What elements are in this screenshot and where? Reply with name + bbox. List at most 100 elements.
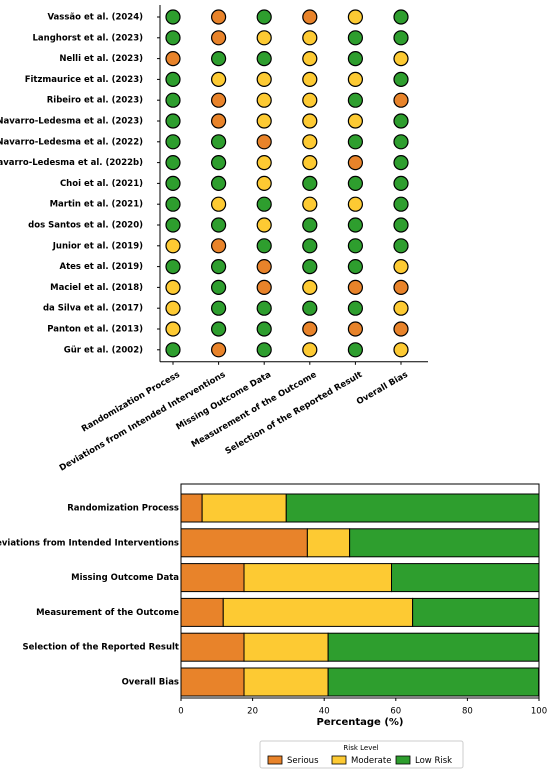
risk-dot bbox=[393, 113, 409, 129]
bar-segment bbox=[180, 667, 245, 697]
category-label: Deviations from Intended Interventions bbox=[0, 538, 179, 548]
study-label: Langhorst et al. (2023) bbox=[32, 33, 143, 43]
risk-dot bbox=[347, 92, 363, 108]
study-label: Fitzmaurice et al. (2023) bbox=[25, 75, 143, 85]
risk-dot bbox=[302, 342, 318, 358]
risk-dot bbox=[256, 342, 272, 358]
bar-segment bbox=[327, 667, 540, 697]
risk-dot bbox=[393, 300, 409, 316]
risk-dot bbox=[393, 175, 409, 191]
risk-dot bbox=[165, 279, 181, 295]
risk-dot bbox=[165, 113, 181, 129]
risk-dot bbox=[165, 175, 181, 191]
study-label: Ates et al. (2019) bbox=[60, 262, 144, 272]
legend-entry: Serious bbox=[287, 756, 319, 766]
risk-dot bbox=[211, 50, 227, 67]
risk-dot bbox=[256, 30, 272, 46]
risk-dot bbox=[256, 71, 272, 88]
risk-dot bbox=[211, 238, 227, 254]
bar-segment bbox=[327, 632, 540, 662]
category-label: Overall Bias bbox=[122, 678, 179, 688]
risk-dot bbox=[256, 134, 272, 150]
risk-dot bbox=[302, 50, 318, 67]
study-label: Navarro-Ledesma et al. (2022) bbox=[0, 137, 143, 147]
x-tick-label: 100 bbox=[531, 707, 547, 717]
risk-dot bbox=[211, 217, 227, 233]
risk-dot bbox=[302, 175, 318, 191]
risk-dot bbox=[347, 196, 363, 212]
risk-dot bbox=[302, 259, 318, 275]
risk-dot bbox=[347, 9, 363, 25]
domain-label: Deviations from Intended Interventions bbox=[58, 370, 228, 474]
risk-dot bbox=[165, 342, 181, 358]
risk-dot bbox=[347, 238, 363, 254]
category-label: Selection of the Reported Result bbox=[23, 643, 179, 653]
risk-dot bbox=[211, 196, 227, 212]
risk-dot bbox=[256, 113, 272, 129]
bar-segment bbox=[391, 563, 540, 593]
x-tick-label: 20 bbox=[247, 707, 258, 717]
risk-dot bbox=[302, 30, 318, 46]
risk-dot bbox=[302, 300, 318, 316]
risk-dot bbox=[302, 217, 318, 233]
risk-dot bbox=[393, 321, 409, 337]
legend-entry: Moderate bbox=[351, 756, 391, 766]
risk-dot bbox=[165, 30, 181, 46]
risk-dot bbox=[302, 238, 318, 254]
bar-segment bbox=[180, 597, 224, 627]
risk-dot bbox=[302, 113, 318, 129]
risk-dot bbox=[165, 217, 181, 233]
study-label: Choi et al. (2021) bbox=[60, 179, 143, 189]
legend-entry: Low Risk bbox=[415, 756, 452, 766]
risk-dot bbox=[256, 300, 272, 316]
study-label: Martin et al. (2021) bbox=[50, 200, 144, 210]
risk-dot bbox=[393, 217, 409, 233]
risk-dot bbox=[256, 196, 272, 212]
risk-dot bbox=[165, 238, 181, 254]
risk-dot bbox=[211, 113, 227, 129]
category-label: Randomization Process bbox=[67, 504, 179, 514]
bar-segment bbox=[243, 632, 329, 662]
study-label: Nelli et al. (2023) bbox=[59, 54, 143, 64]
study-label: Navarro-Ledesma et al. (2022b) bbox=[0, 158, 143, 168]
x-tick-label: 80 bbox=[462, 707, 473, 717]
risk-dot bbox=[347, 175, 363, 191]
risk-dot bbox=[256, 9, 272, 25]
risk-dot bbox=[393, 196, 409, 212]
risk-dot bbox=[393, 92, 409, 108]
risk-dot bbox=[211, 92, 227, 108]
risk-dot bbox=[302, 92, 318, 108]
study-label: da Silva et al. (2017) bbox=[43, 304, 143, 314]
legend-box bbox=[259, 740, 464, 769]
risk-dot bbox=[211, 342, 227, 358]
study-label: Ribeiro et al. (2023) bbox=[47, 96, 143, 106]
x-axis-label: Percentage (%) bbox=[317, 717, 404, 728]
risk-dot bbox=[347, 134, 363, 150]
risk-dot bbox=[211, 279, 227, 295]
legend-swatch bbox=[395, 755, 411, 765]
study-label: dos Santos et al. (2020) bbox=[28, 221, 143, 231]
bar-segment bbox=[180, 632, 245, 662]
x-tick-label: 60 bbox=[390, 707, 401, 717]
risk-dot bbox=[256, 217, 272, 233]
bar-segment bbox=[201, 493, 287, 523]
category-label: Measurement of the Outcome bbox=[36, 608, 179, 618]
risk-dot bbox=[165, 196, 181, 212]
study-label: Junior et al. (2019) bbox=[52, 241, 143, 251]
risk-dot bbox=[211, 134, 227, 150]
study-label: Gür et al. (2002) bbox=[64, 345, 143, 355]
risk-dot bbox=[347, 342, 363, 358]
risk-dot bbox=[347, 217, 363, 233]
category-label: Missing Outcome Data bbox=[71, 573, 179, 583]
plot-frame bbox=[180, 483, 540, 699]
bar-segment bbox=[243, 667, 329, 697]
study-label: Vassão et al. (2024) bbox=[47, 13, 143, 23]
risk-dot bbox=[302, 321, 318, 337]
risk-dot bbox=[393, 50, 409, 67]
risk-dot bbox=[393, 9, 409, 25]
risk-dot bbox=[347, 300, 363, 316]
risk-dot bbox=[256, 92, 272, 108]
risk-dot bbox=[347, 155, 363, 171]
risk-dot bbox=[211, 30, 227, 46]
risk-dot bbox=[211, 9, 227, 25]
